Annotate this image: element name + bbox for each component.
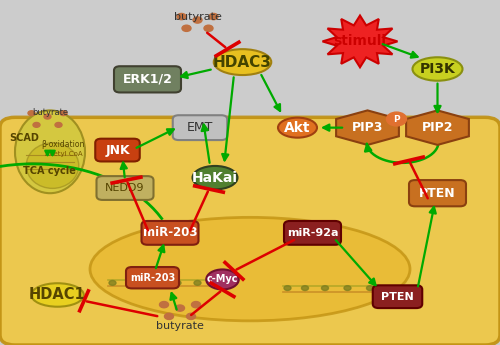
Text: PI3K: PI3K — [420, 62, 456, 76]
Circle shape — [386, 112, 406, 126]
Text: butyrate: butyrate — [174, 12, 222, 22]
Text: c-Myc: c-Myc — [207, 275, 238, 284]
Circle shape — [160, 302, 168, 308]
FancyBboxPatch shape — [173, 115, 227, 140]
Circle shape — [174, 280, 181, 285]
Circle shape — [55, 122, 62, 127]
Polygon shape — [322, 16, 398, 67]
Circle shape — [182, 25, 191, 31]
Text: miR-203: miR-203 — [143, 226, 197, 239]
FancyBboxPatch shape — [142, 221, 199, 245]
Text: butyrate: butyrate — [32, 108, 68, 117]
Circle shape — [176, 305, 184, 311]
Circle shape — [209, 13, 218, 20]
Circle shape — [28, 111, 35, 116]
Text: PIP3: PIP3 — [352, 121, 383, 134]
FancyBboxPatch shape — [114, 66, 181, 92]
Circle shape — [177, 13, 186, 20]
Polygon shape — [406, 110, 469, 145]
Ellipse shape — [206, 269, 239, 289]
Circle shape — [60, 111, 67, 116]
Text: PTEN: PTEN — [381, 292, 414, 302]
Text: β-oxidation: β-oxidation — [41, 140, 84, 149]
Circle shape — [192, 302, 200, 308]
Text: Acetyl CoA: Acetyl CoA — [45, 150, 83, 157]
Text: HaKai: HaKai — [192, 171, 238, 185]
Circle shape — [186, 313, 196, 319]
Circle shape — [33, 122, 40, 127]
Ellipse shape — [15, 110, 85, 193]
Text: PTEN: PTEN — [419, 187, 456, 200]
Polygon shape — [336, 110, 399, 145]
Text: butyrate: butyrate — [156, 321, 204, 331]
Text: P: P — [393, 115, 400, 124]
Circle shape — [152, 280, 158, 285]
Text: Akt: Akt — [284, 121, 311, 135]
Circle shape — [344, 286, 351, 290]
FancyBboxPatch shape — [0, 117, 500, 345]
Ellipse shape — [278, 118, 317, 138]
Circle shape — [109, 280, 116, 285]
Circle shape — [212, 280, 218, 285]
Ellipse shape — [31, 283, 84, 307]
Ellipse shape — [214, 49, 271, 75]
Text: JNK: JNK — [105, 144, 130, 157]
Text: miR-203: miR-203 — [130, 273, 175, 283]
FancyBboxPatch shape — [284, 221, 341, 245]
Text: PIP2: PIP2 — [422, 121, 453, 134]
FancyBboxPatch shape — [95, 139, 140, 161]
Text: HDAC1: HDAC1 — [29, 287, 86, 303]
Ellipse shape — [192, 166, 238, 189]
Text: HDAC3: HDAC3 — [213, 55, 272, 70]
Circle shape — [366, 286, 374, 290]
FancyBboxPatch shape — [409, 180, 466, 206]
Ellipse shape — [90, 217, 410, 321]
Circle shape — [129, 280, 136, 285]
Text: TCA cycle: TCA cycle — [22, 166, 76, 176]
Text: EMT: EMT — [187, 121, 213, 134]
Text: SCAD: SCAD — [9, 133, 39, 143]
Text: NEDD9: NEDD9 — [105, 183, 145, 193]
Circle shape — [193, 17, 202, 23]
Text: miR-92a: miR-92a — [287, 228, 338, 238]
FancyBboxPatch shape — [373, 285, 422, 308]
Circle shape — [44, 114, 51, 119]
FancyBboxPatch shape — [126, 267, 179, 288]
Circle shape — [204, 25, 213, 31]
Ellipse shape — [26, 143, 79, 188]
Circle shape — [322, 286, 328, 290]
Text: ERK1/2: ERK1/2 — [122, 73, 172, 86]
Ellipse shape — [412, 57, 463, 81]
Text: stimuli: stimuli — [334, 34, 386, 48]
Circle shape — [284, 286, 291, 290]
Circle shape — [194, 280, 201, 285]
Circle shape — [302, 286, 308, 290]
FancyBboxPatch shape — [96, 176, 154, 200]
Circle shape — [164, 313, 173, 319]
